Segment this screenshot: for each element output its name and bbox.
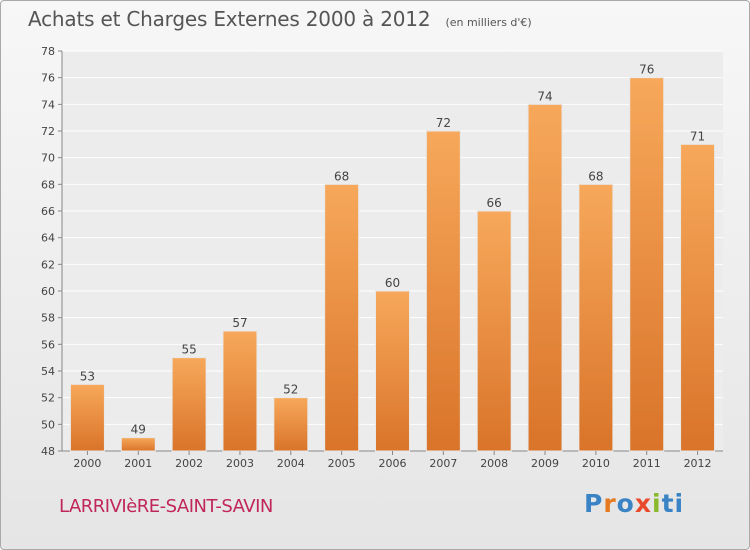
logo-letter: ti <box>661 489 685 518</box>
chart-title: Achats et Charges Externes 2000 à 2012 <box>28 7 431 31</box>
y-tick-label: 70 <box>41 152 55 165</box>
y-tick-label: 56 <box>41 338 55 351</box>
bar <box>69 383 105 452</box>
x-tick-label: 2005 <box>328 457 356 470</box>
bar-value-label: 52 <box>283 383 298 397</box>
y-tick-label: 72 <box>41 125 55 138</box>
bar <box>629 77 665 452</box>
bar <box>222 330 258 452</box>
bar <box>120 437 156 452</box>
title-block: Achats et Charges Externes 2000 à 2012 (… <box>28 7 532 31</box>
bar-value-label: 53 <box>80 369 95 383</box>
proxiti-logo: Proxiti <box>584 489 684 518</box>
x-tick-label: 2010 <box>582 457 610 470</box>
y-tick-label: 64 <box>41 232 55 245</box>
x-tick-label: 2012 <box>684 457 712 470</box>
y-tick-label: 62 <box>41 258 55 271</box>
x-tick-label: 2002 <box>175 457 203 470</box>
bar <box>273 397 309 452</box>
bar <box>425 130 461 452</box>
bar-value-label: 57 <box>232 316 247 330</box>
bar-value-label: 66 <box>487 196 502 210</box>
y-tick-label: 58 <box>41 312 55 325</box>
logo-letter: i <box>652 489 662 518</box>
bar <box>324 183 360 452</box>
bar <box>171 357 207 452</box>
x-tick-label: 2000 <box>73 457 101 470</box>
bar-value-label: 60 <box>385 276 400 290</box>
logo-letter: r <box>603 489 617 518</box>
bar <box>527 103 563 452</box>
y-tick-label: 74 <box>41 98 55 111</box>
y-tick-label: 68 <box>41 178 55 191</box>
bar-value-label: 76 <box>639 63 654 77</box>
y-tick-label: 50 <box>41 418 55 431</box>
logo-letter: o <box>616 489 635 518</box>
x-tick-label: 2009 <box>531 457 559 470</box>
y-tick-label: 54 <box>41 365 55 378</box>
bar-value-label: 72 <box>436 116 451 130</box>
bar-value-label: 71 <box>690 129 705 143</box>
bar <box>476 210 512 452</box>
bar-value-label: 74 <box>537 89 552 103</box>
bar-value-label: 68 <box>588 169 603 183</box>
bar <box>680 143 716 452</box>
y-tick-label: 52 <box>41 392 55 405</box>
y-tick-label: 78 <box>41 45 55 58</box>
commune-name: LARRIVIèRE-SAINT-SAVIN <box>59 496 273 517</box>
x-tick-label: 2008 <box>480 457 508 470</box>
x-tick-label: 2007 <box>429 457 457 470</box>
y-tick-label: 60 <box>41 285 55 298</box>
bar-value-label: 49 <box>131 423 146 437</box>
x-tick-label: 2003 <box>226 457 254 470</box>
logo-letter: x <box>634 489 652 518</box>
y-tick-label: 48 <box>41 445 55 458</box>
x-tick-label: 2004 <box>277 457 305 470</box>
bar <box>375 290 410 452</box>
x-tick-label: 2011 <box>633 457 661 470</box>
x-tick-label: 2001 <box>124 457 152 470</box>
bar-value-label: 55 <box>181 343 196 357</box>
x-tick-label: 2006 <box>379 457 407 470</box>
bar-value-label: 68 <box>334 169 349 183</box>
y-tick-label: 76 <box>41 72 55 85</box>
chart-subtitle: (en milliers d'€) <box>445 16 532 29</box>
y-tick-label: 66 <box>41 205 55 218</box>
logo-letter: P <box>584 489 604 518</box>
bar <box>578 183 614 452</box>
